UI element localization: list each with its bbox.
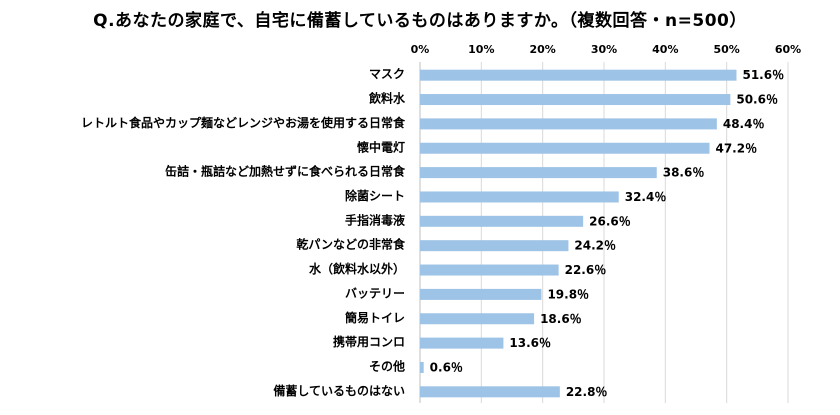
category-label: 乾パンなどの非常食 [296, 237, 406, 252]
data-label: 18.6％ [540, 312, 582, 326]
bar [420, 264, 559, 276]
bar [420, 94, 731, 106]
category-label: 備蓄しているものはない [273, 383, 405, 398]
x-tick-label: 50% [713, 43, 739, 56]
data-label: 51.6％ [742, 68, 784, 82]
category-label: レトルト食品やカップ麺などレンジやお湯を使用する日常食 [81, 115, 406, 130]
bar [420, 118, 717, 130]
data-label: 22.6％ [565, 263, 607, 277]
bar [420, 313, 535, 325]
bar [420, 167, 657, 179]
data-label: 24.2％ [574, 239, 616, 253]
category-label: 缶詰・瓶詰など加熱せずに食べられる日常食 [165, 164, 406, 179]
bar [420, 361, 424, 373]
x-tick-label: 30% [591, 43, 617, 56]
data-label: 13.6％ [509, 336, 551, 350]
x-tick-label: 10% [468, 43, 494, 56]
data-label: 38.6％ [663, 166, 705, 180]
x-tick-label: 0% [411, 43, 430, 56]
data-label: 32.4％ [625, 190, 667, 204]
data-label: 19.8％ [547, 287, 589, 301]
category-label: マスク [369, 67, 405, 81]
bar [420, 215, 584, 227]
bar [420, 386, 560, 398]
x-tick-label: 20% [529, 43, 555, 56]
data-label: 48.4％ [723, 117, 765, 131]
category-label: 手指消毒液 [345, 212, 405, 227]
bar [420, 142, 710, 154]
bar [420, 191, 619, 203]
category-label: その他 [369, 358, 405, 373]
category-label: バッテリー [345, 286, 405, 300]
bar [420, 337, 504, 349]
bar [420, 288, 542, 300]
bar [420, 240, 569, 252]
category-label: 除菌シート [345, 188, 405, 203]
category-label: 水（飲料水以外） [309, 261, 405, 276]
x-tick-label: 40% [652, 43, 678, 56]
category-label: 簡易トイレ [345, 310, 405, 325]
data-label: 22.8％ [566, 385, 608, 399]
chart-title: Q.あなたの家庭で、自宅に備蓄しているものはありますか。（複数回答・n=500） [93, 11, 747, 31]
category-label: 懐中電灯 [357, 139, 405, 154]
x-tick-label: 60% [775, 43, 801, 56]
data-label: 0.6％ [430, 360, 463, 374]
bar [420, 69, 737, 81]
data-label: 26.6％ [589, 214, 631, 228]
category-label: 飲料水 [368, 91, 406, 106]
data-label: 47.2％ [715, 141, 757, 155]
category-label: 携帯用コンロ [333, 334, 405, 349]
data-label: 50.6％ [736, 93, 778, 107]
